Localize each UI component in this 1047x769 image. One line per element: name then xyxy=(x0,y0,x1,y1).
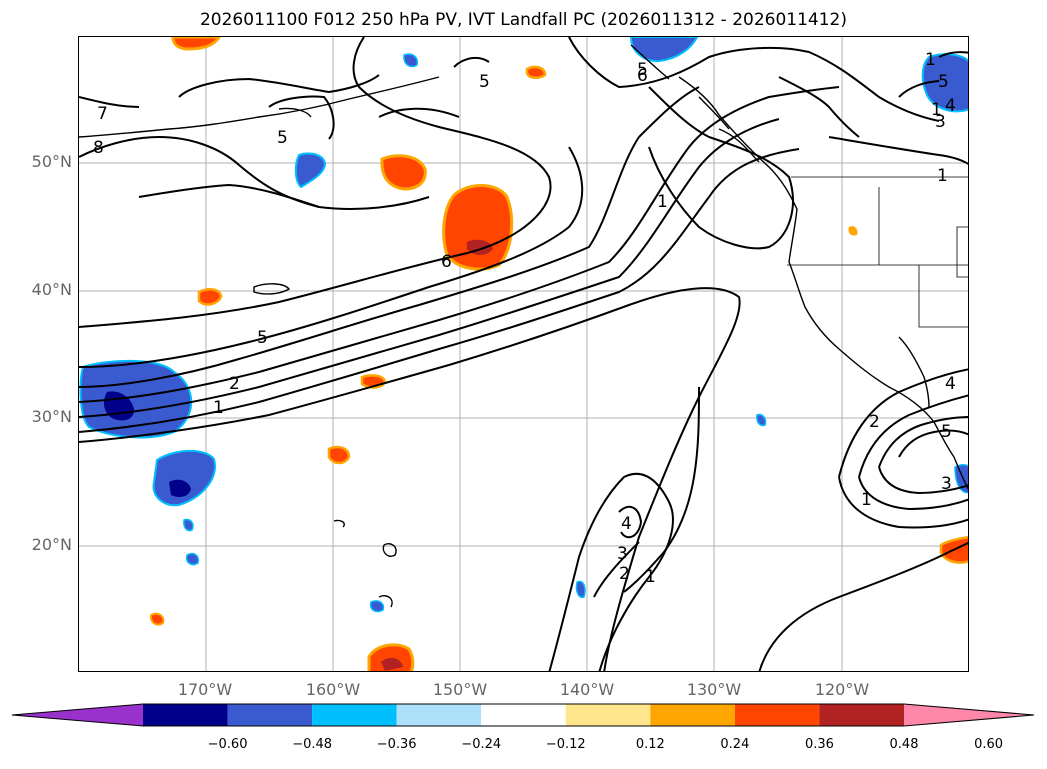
colorbar-segment xyxy=(819,704,904,726)
colorbar-svg xyxy=(11,703,1035,727)
colorbar-segment xyxy=(481,704,566,726)
contour-label: 5 xyxy=(257,328,268,348)
contour-label: 4 xyxy=(945,374,956,394)
colorbar-tick-label: −0.12 xyxy=(545,737,586,752)
contour-label: 3 xyxy=(941,474,952,494)
colorbar-tick-label: −0.24 xyxy=(461,737,502,752)
lon-label-120w: 120°W xyxy=(814,680,870,699)
lat-label-40n: 40°N xyxy=(31,280,72,299)
pv-positive-shading xyxy=(149,37,968,671)
colorbar-tick-label: 0.12 xyxy=(635,737,665,752)
pv-negative-shading xyxy=(79,37,968,613)
lon-label-170w: 170°W xyxy=(177,680,233,699)
colorbar-tick-label: −0.60 xyxy=(207,737,248,752)
lon-label-140w: 140°W xyxy=(559,680,615,699)
contour-label: 5 xyxy=(479,72,490,92)
contour-label: 5 xyxy=(941,422,952,442)
colorbar-tick-label: 0.60 xyxy=(974,737,1004,752)
contour-label: 7 xyxy=(97,104,108,124)
contour-label: 4 xyxy=(621,514,632,534)
lat-label-50n: 50°N xyxy=(31,152,72,171)
map-canvas: 7 8 5 5 5 6 6 5 2 1 1 1 1 4 3 2 1 5 4 3 … xyxy=(79,37,968,671)
contour-label: 8 xyxy=(93,138,104,158)
contour-label: 1 xyxy=(657,192,668,212)
contour-label: 3 xyxy=(617,544,628,564)
contour-label: 5 xyxy=(637,60,648,80)
political-borders xyxy=(787,176,968,328)
contour-label: 3 xyxy=(935,112,946,132)
colorbar xyxy=(0,690,1047,769)
lat-label-30n: 30°N xyxy=(31,407,72,426)
colorbar-tick-label: 0.36 xyxy=(804,737,834,752)
colorbar-outline xyxy=(11,703,1035,727)
contour-label: 1 xyxy=(645,567,656,587)
coastlines xyxy=(79,44,968,608)
pv-contours xyxy=(79,37,968,671)
colorbar-segment xyxy=(396,704,482,726)
contour-label: 2 xyxy=(869,412,880,432)
contour-label: 1 xyxy=(213,398,224,418)
colorbar-segment xyxy=(734,704,820,726)
contour-label: 4 xyxy=(945,96,956,116)
colorbar-tick-label: 0.48 xyxy=(889,737,919,752)
colorbar-tick-label: 0.24 xyxy=(720,737,750,752)
colorbar-extend-min xyxy=(12,704,143,726)
contour-label: 5 xyxy=(277,128,288,148)
lon-label-150w: 150°W xyxy=(432,680,488,699)
colorbar-segment xyxy=(565,704,651,726)
colorbar-tick-label: −0.36 xyxy=(376,737,417,752)
contour-label: 1 xyxy=(861,490,872,510)
lon-label-130w: 130°W xyxy=(686,680,742,699)
map-panel: 7 8 5 5 5 6 6 5 2 1 1 1 1 4 3 2 1 5 4 3 … xyxy=(78,36,969,672)
colorbar-segment xyxy=(227,704,313,726)
contour-label: 1 xyxy=(931,100,942,120)
contour-label: 6 xyxy=(637,66,648,86)
colorbar-segment xyxy=(312,704,397,726)
colorbar-extend-max xyxy=(904,704,1034,726)
colorbar-segment xyxy=(143,704,228,726)
colorbar-segment xyxy=(650,704,735,726)
contour-label: 1 xyxy=(937,166,948,186)
contour-label: 2 xyxy=(619,564,630,584)
map-title: 2026011100 F012 250 hPa PV, IVT Landfall… xyxy=(199,10,847,30)
lon-label-160w: 160°W xyxy=(305,680,361,699)
contour-label: 6 xyxy=(441,252,452,272)
contour-label: 1 xyxy=(925,50,936,70)
contour-labels: 7 8 5 5 5 6 6 5 2 1 1 1 1 4 3 2 1 5 4 3 … xyxy=(93,50,956,587)
contour-label: 2 xyxy=(229,374,240,394)
colorbar-tick-label: −0.48 xyxy=(292,737,333,752)
lat-label-20n: 20°N xyxy=(31,535,72,554)
graticule xyxy=(79,37,968,671)
contour-label: 5 xyxy=(938,72,949,92)
